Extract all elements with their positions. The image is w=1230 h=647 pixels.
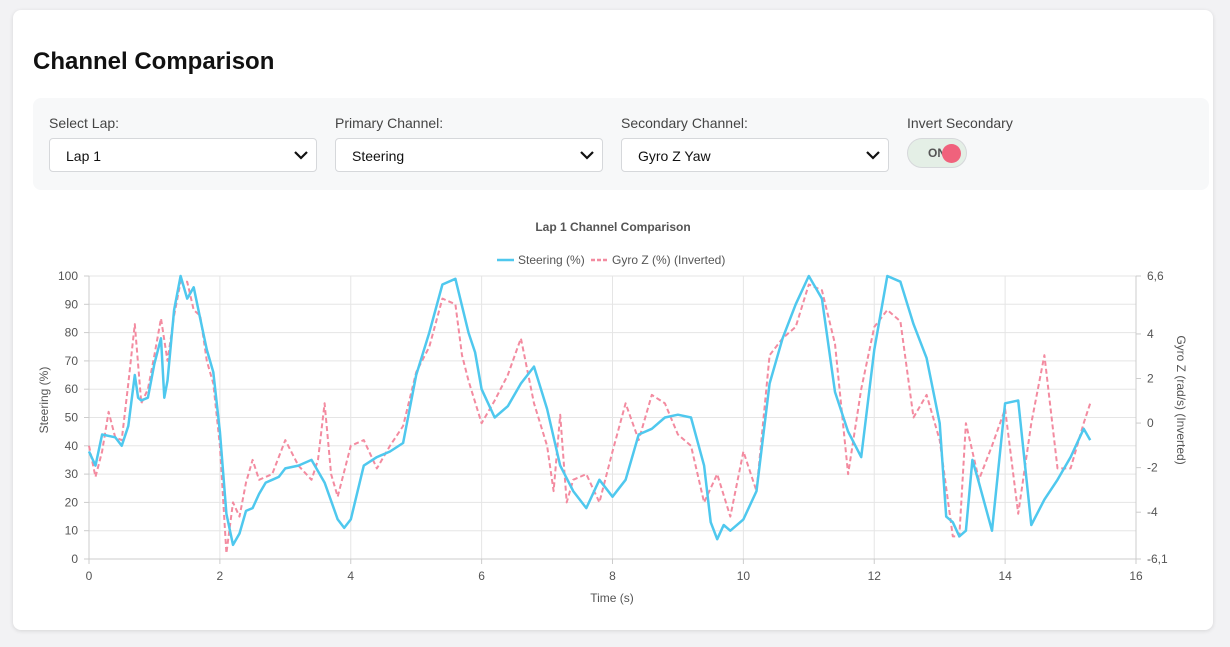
- y2-axis-label: Gyro Z (rad/s) (Inverted): [1174, 335, 1188, 464]
- channel-comparison-card: Channel Comparison Select Lap: Lap 1 Pri…: [13, 10, 1213, 630]
- primary-channel-label: Primary Channel:: [335, 115, 444, 131]
- chart-lines: [87, 274, 1092, 555]
- toggle-knob: [942, 144, 961, 163]
- chart-grid: [84, 275, 1141, 564]
- y-tick-label: 60: [65, 382, 79, 396]
- y-tick-label: 30: [65, 467, 79, 481]
- x-tick-label: 2: [217, 569, 224, 583]
- lap-control: Select Lap: Lap 1: [49, 114, 317, 172]
- y-tick-label: 10: [65, 524, 79, 538]
- invert-secondary-label: Invert Secondary: [907, 115, 1013, 131]
- x-tick-label: 0: [86, 569, 93, 583]
- y-tick-label: 20: [65, 495, 79, 509]
- y-tick-label: 100: [58, 269, 78, 283]
- x-tick-label: 10: [737, 569, 751, 583]
- page-title: Channel Comparison: [33, 48, 275, 75]
- legend-label-gyro[interactable]: Gyro Z (%) (Inverted): [612, 253, 725, 267]
- secondary-channel-value: Gyro Z Yaw: [638, 148, 711, 164]
- lap-select-value: Lap 1: [66, 148, 102, 164]
- y-tick-label: 90: [65, 297, 79, 311]
- y2-tick-label: 0: [1147, 416, 1154, 430]
- y2-tick-label: -4: [1147, 505, 1158, 519]
- channel-comparison-chart: Lap 1 Channel Comparison Steering (%) Gy…: [37, 220, 1188, 605]
- y2-tick-label: -6,1: [1147, 552, 1168, 566]
- gyro-z-series-line: [88, 280, 1092, 555]
- y-axis-label: Steering (%): [37, 367, 51, 434]
- x-tick-label: 8: [609, 569, 616, 583]
- y2-tick-label: 2: [1147, 372, 1154, 386]
- chevron-down-icon: [580, 151, 594, 160]
- primary-channel-select[interactable]: Steering: [335, 138, 603, 172]
- chevron-down-icon: [866, 151, 880, 160]
- y2-tick-label: 6,6: [1147, 269, 1164, 283]
- x-tick-label: 14: [998, 569, 1012, 583]
- invert-secondary-toggle[interactable]: ON: [907, 138, 967, 168]
- legend-label-steering[interactable]: Steering (%): [518, 253, 585, 267]
- controls-panel: Select Lap: Lap 1 Primary Channel: Steer…: [33, 98, 1209, 190]
- lap-select[interactable]: Lap 1: [49, 138, 317, 172]
- y-tick-label: 70: [65, 354, 79, 368]
- secondary-channel-control: Secondary Channel: Gyro Z Yaw: [621, 114, 889, 172]
- lap-label: Select Lap:: [49, 115, 120, 131]
- primary-channel-control: Primary Channel: Steering: [335, 114, 603, 172]
- y-tick-label: 40: [65, 439, 79, 453]
- secondary-channel-select[interactable]: Gyro Z Yaw: [621, 138, 889, 172]
- chart-legend: Steering (%) Gyro Z (%) (Inverted): [497, 253, 725, 267]
- y-tick-label: 80: [65, 326, 79, 340]
- toggle-state-label: ON: [928, 146, 946, 160]
- chart-title: Lap 1 Channel Comparison: [535, 220, 690, 234]
- x-tick-label: 16: [1129, 569, 1143, 583]
- y-tick-label: 50: [65, 411, 79, 425]
- invert-secondary-control: Invert Secondary ON: [907, 114, 1013, 168]
- y-tick-label: 0: [71, 552, 78, 566]
- x-axis-label: Time (s): [590, 591, 634, 605]
- y2-tick-label: -2: [1147, 461, 1158, 475]
- primary-channel-value: Steering: [352, 148, 405, 164]
- x-tick-label: 4: [347, 569, 354, 583]
- steering-series-line: [87, 274, 1092, 547]
- secondary-channel-label: Secondary Channel:: [621, 115, 748, 131]
- chevron-down-icon: [294, 151, 308, 160]
- y2-tick-label: 4: [1147, 327, 1154, 341]
- x-tick-label: 6: [478, 569, 485, 583]
- x-tick-label: 12: [868, 569, 882, 583]
